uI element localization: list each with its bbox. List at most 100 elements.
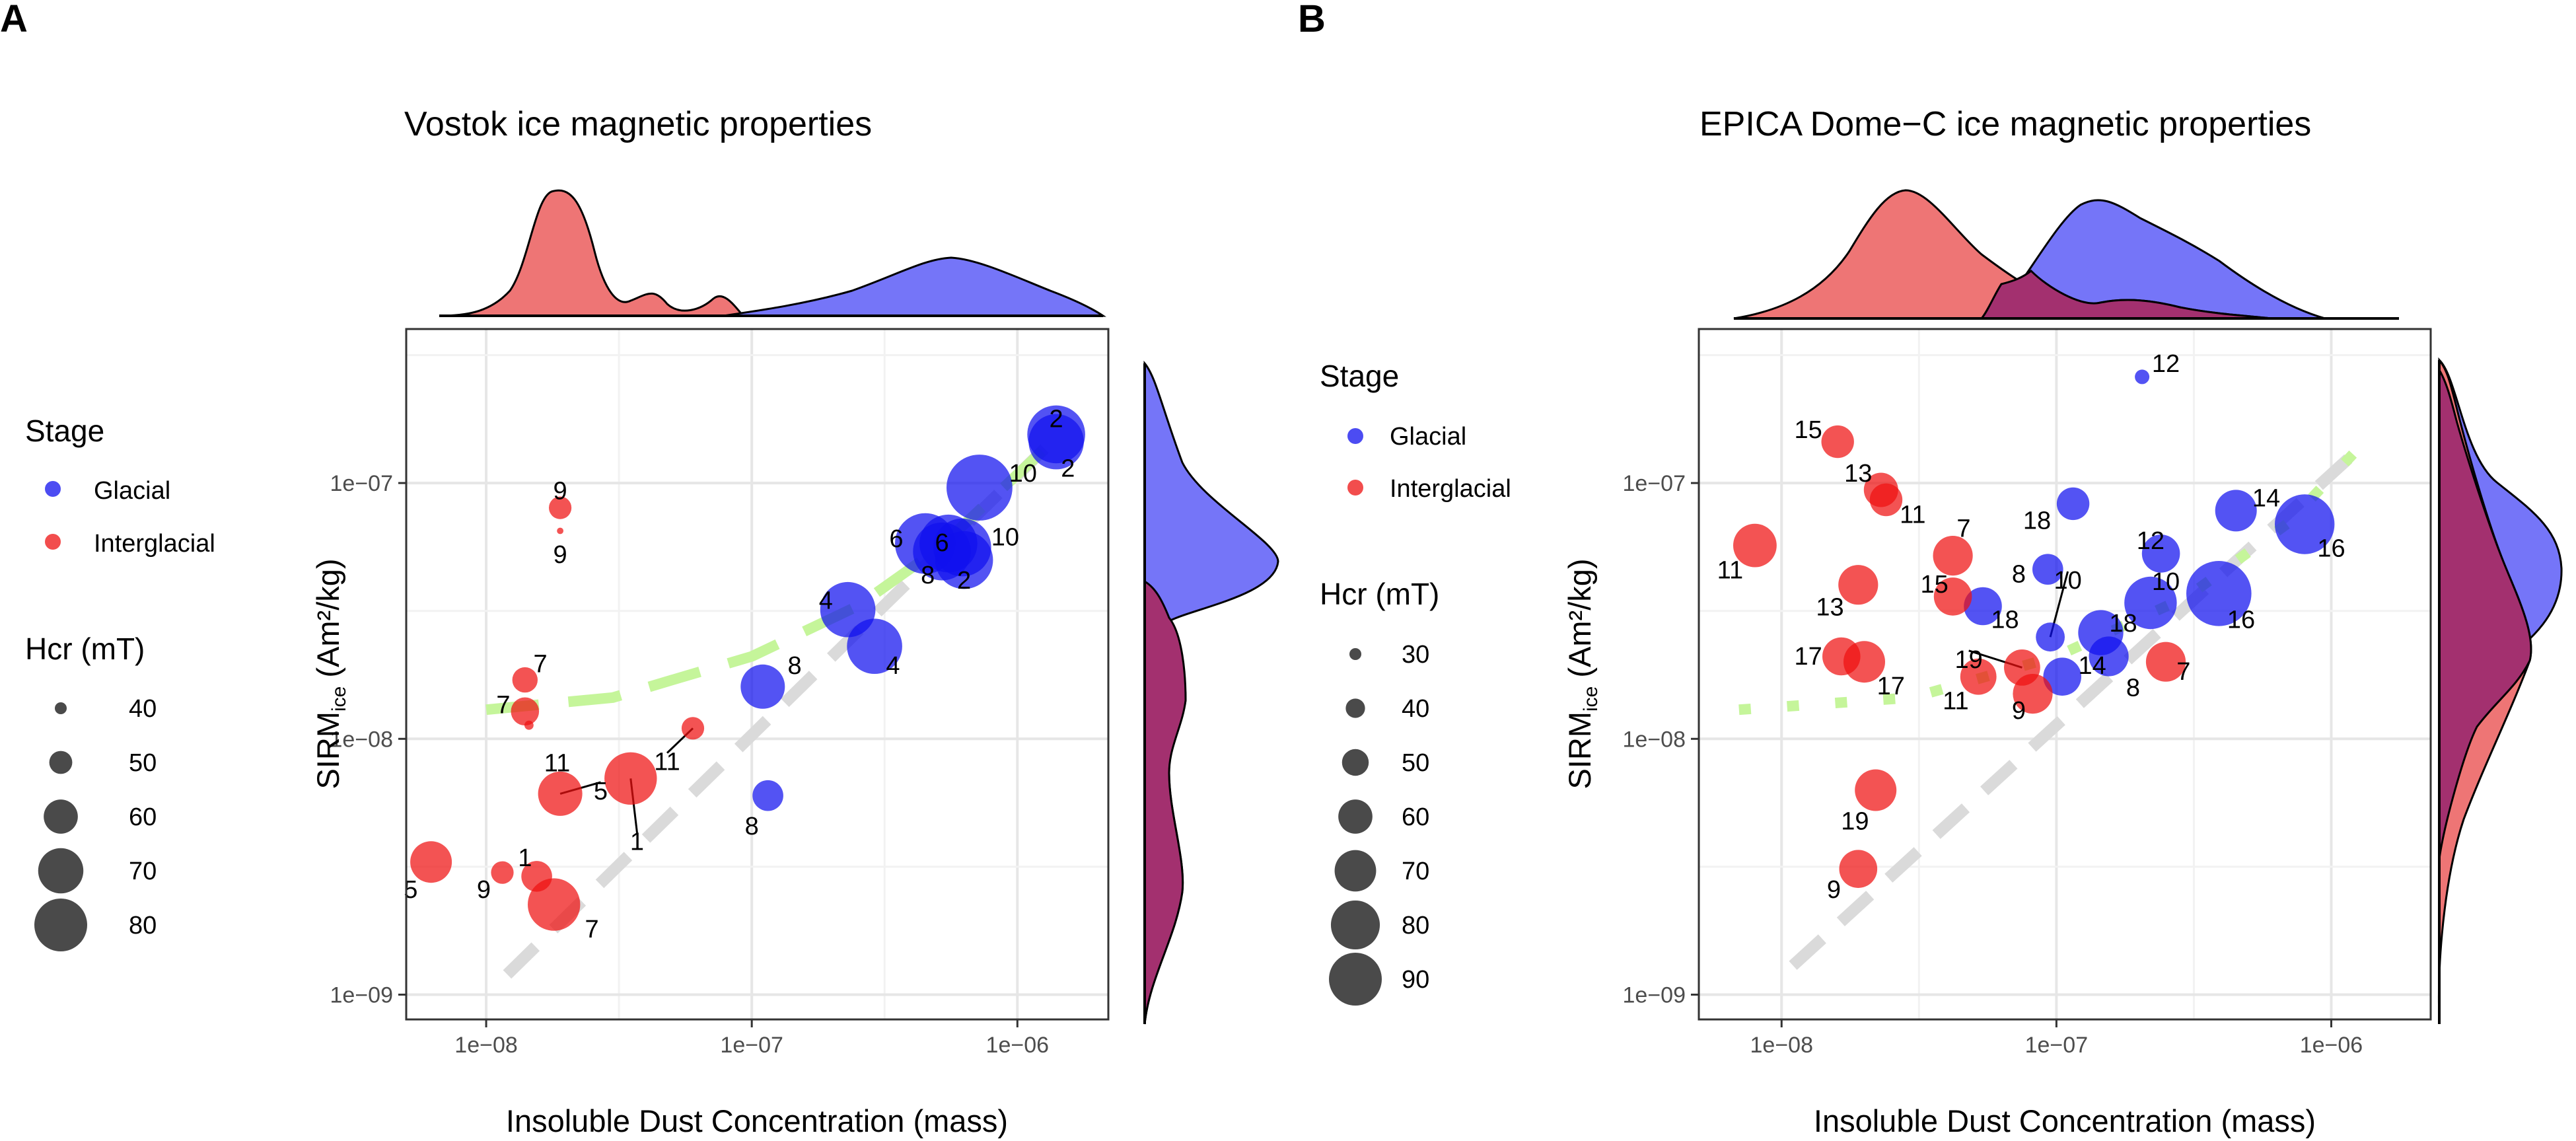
point-label: 12 [2152,350,2180,378]
point-label: 19 [1841,808,1869,836]
point-label: 16 [2317,535,2345,563]
data-point-glacial [1964,587,2002,626]
legend-size-swatch [49,751,73,774]
data-point-glacial [752,780,783,811]
top-density-plot [439,189,1106,317]
point-label: 9 [1827,876,1841,904]
plot-border [1698,328,2432,1021]
data-point-interglacial [2145,642,2186,682]
point-label: 7 [1956,515,1970,542]
point-label: 18 [1991,606,2019,634]
legend-glacial-swatch [1347,428,1363,444]
data-point-interglacial [491,861,514,884]
data-point-glacial [740,664,785,709]
point-label: 14 [2078,652,2106,680]
legend-hcr-title: Hcr (mT) [1320,577,1439,611]
point-label: 13 [1816,594,1843,622]
legend-interglacial-swatch [1347,480,1363,496]
point-label: 4 [886,652,900,680]
data-point-glacial [2141,534,2180,573]
x-tick-label: 1e−07 [2025,1033,2089,1058]
data-point-interglacial [557,527,563,534]
x-tick-label: 1e−08 [454,1033,518,1058]
legend-size-swatch [1345,698,1365,718]
point-label: 5 [404,876,417,904]
point-label: 5 [594,778,608,805]
point-label: 7 [496,691,510,719]
data-point-glacial [1028,414,1084,470]
point-label: 10 [2054,567,2081,595]
point-label: 11 [654,749,680,776]
point-label: 16 [2227,606,2255,634]
point-label: 12 [2137,527,2165,555]
legend-interglacial-label: Interglacial [94,530,215,558]
data-point-interglacial [1733,523,1777,568]
point-label: 8 [788,652,802,680]
legend-size-swatch [44,799,78,834]
legend-size-label: 30 [1402,641,1429,669]
legend-stage-title: Stage [25,414,104,448]
point-label: 8 [2012,560,2026,588]
point-label: 7 [2176,658,2190,686]
data-point-glacial [2275,494,2335,554]
y-tick-label: 1e−07 [1623,471,1686,496]
legend-size-swatch [1338,799,1373,834]
point-label: 7 [585,916,599,943]
legend-size-label: 50 [129,749,157,777]
panel-b-epica: EPICA Dome−C ice magnetic properties 12 1… [1320,105,2563,1138]
point-label: 14 [2252,485,2280,513]
legend-size-label: 50 [1402,749,1429,777]
data-point-interglacial [512,667,538,693]
point-label: 2 [957,567,971,595]
y-axis-label: SIRMice (Am²/kg) [1562,558,1602,789]
chart-title: Vostok ice magnetic properties [404,105,872,143]
x-tick-label: 1e−07 [720,1033,783,1058]
data-point-interglacial [1933,577,1972,616]
legend-size-swatch [1329,953,1382,1006]
data-point-interglacial [1855,769,1897,811]
point-label: 4 [819,587,833,615]
chart-title: EPICA Dome−C ice magnetic properties [1699,105,2311,143]
data-point-glacial [2124,576,2177,630]
legend-stage-title: Stage [1320,359,1399,393]
glacial-x-density [723,256,1106,317]
legend-size-label: 70 [1402,858,1429,885]
point-label: 2 [1061,455,1075,483]
data-point-glacial [2089,636,2129,677]
point-label: 11 [1900,501,1925,529]
legend-glacial-swatch [45,481,61,497]
plot-area: 12 18 12 14 16 8 16 10 18 10 18 8 14 15 13 11 11 7 13 15 17 1… [1623,328,2432,1058]
data-point-interglacial [549,496,572,519]
legend-size-label: 60 [1402,803,1429,831]
interglacial-x-density [439,189,746,317]
data-point-interglacial [1869,483,1903,517]
point-label: 17 [1877,673,1905,700]
legend-glacial-label: Glacial [1390,423,1466,451]
data-point-interglacial [410,841,452,883]
plot-border [405,328,1110,1021]
y-tick-label: 1e−08 [1623,727,1686,752]
data-point-glacial [2056,487,2090,521]
data-point-interglacial [538,771,583,816]
data-point-glacial [2036,622,2065,652]
x-tick-label: 1e−08 [1750,1033,1814,1058]
data-point-interglacial [681,717,705,740]
legend: Stage Glacial Interglacial Hcr (mT) 30 40… [1320,359,1511,1006]
point-label: 10 [2152,568,2180,596]
point-label: 6 [889,525,903,553]
point-label: 13 [1844,460,1872,488]
point-label: 10 [991,524,1019,552]
data-point-glacial [847,618,902,674]
data-point-glacial [947,455,1013,521]
legend-size-label: 90 [1402,966,1429,994]
point-label: 15 [1794,416,1822,444]
right-density-plot [1143,360,1279,1025]
legend-size-label: 60 [129,803,157,831]
data-point-interglacial [511,697,540,726]
top-density-plot [1733,189,2399,320]
y-tick-label: 1e−09 [330,982,394,1008]
data-point-interglacial [1843,641,1885,683]
x-tick-label: 1e−06 [2300,1033,2363,1058]
